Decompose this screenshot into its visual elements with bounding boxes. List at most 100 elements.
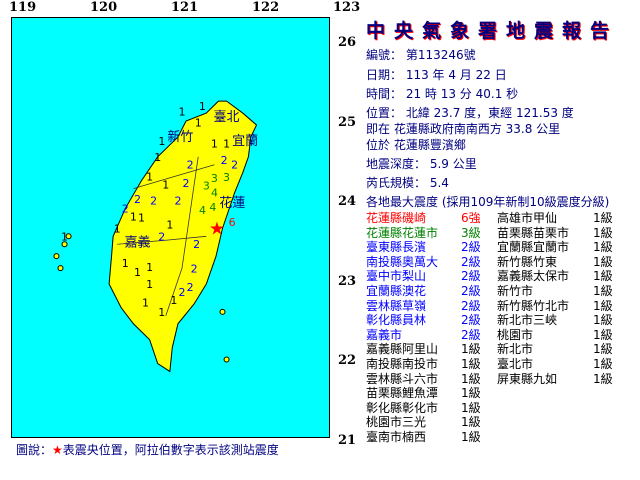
station-intensity: 2 (187, 159, 194, 172)
intensity-place: 彰化縣彰化市 (366, 400, 439, 415)
intensity-grade: 1級 (593, 357, 613, 371)
report-relative-location: 即在 花蓮縣政府南南西方 33.8 公里 (366, 122, 561, 136)
intensity-grade: 2級 (461, 240, 481, 255)
intensity-place: 苗栗縣鯉魚潭 (366, 386, 439, 401)
lat-tick: 26 (338, 35, 357, 50)
intensity-place: 臺北市 (497, 357, 534, 371)
station-intensity: 2 (174, 195, 181, 208)
report-region: 位於 花蓮縣豐濱鄉 (366, 138, 466, 152)
intensity-place: 宜蘭縣澳花 (366, 284, 427, 298)
intensity-place: 嘉義縣太保市 (497, 269, 570, 284)
report-depth: 地震深度： 5.9 公里 (366, 157, 477, 171)
intensity-place: 桃園市 (497, 327, 534, 342)
report-date: 日期： 113 年 4 月 22 日 (366, 68, 507, 82)
lon-tick: 121 (171, 0, 199, 15)
report-magnitude: 芮氏規模： 5.4 (366, 176, 449, 190)
city-label: 新竹 (167, 129, 193, 145)
intensity-grade: 1級 (461, 386, 481, 401)
station-intensity: 2 (134, 193, 141, 206)
lon-tick: 119 (9, 0, 37, 15)
intensity-grade: 1級 (461, 342, 481, 357)
island (53, 253, 60, 260)
page-title: 中央氣象署地震報告 (366, 20, 619, 42)
county-border (117, 235, 207, 245)
station-intensity: 1 (122, 257, 129, 270)
station-intensity: 2 (187, 281, 194, 294)
intensity-place: 雲林縣斗六市 (366, 371, 439, 386)
lat-tick: 24 (338, 194, 357, 209)
intensity-grade: 1級 (593, 313, 613, 328)
station-intensity: 4 (211, 187, 218, 200)
intensity-place: 花蓮縣磯崎 (366, 211, 427, 225)
intensity-place: 臺南市楠西 (366, 430, 427, 444)
intensity-grade: 2級 (461, 254, 481, 269)
station-intensity: 1 (195, 117, 202, 130)
intensity-place: 新竹市 (497, 284, 534, 298)
station-intensity: 3 (211, 172, 218, 185)
intensity-grade: 1級 (593, 225, 613, 240)
station-intensity: 1 (146, 278, 153, 291)
station-intensity: 2 (158, 230, 165, 243)
intensity-grade: 1級 (593, 284, 613, 298)
intensity-place: 嘉義市 (366, 327, 403, 342)
station-intensity: 1 (130, 210, 137, 223)
legend-prefix: 圖說： (16, 443, 53, 457)
station-intensity: 1 (211, 137, 218, 150)
intensity-place: 新北市三峽 (497, 313, 558, 328)
intensity-grade: 1級 (461, 400, 481, 415)
intensity-grade: 1級 (593, 269, 613, 284)
legend: 圖說：★表震央位置，阿拉伯數字表示該測站震度 (16, 443, 279, 457)
intensity-grade: 2級 (461, 313, 481, 328)
station-intensity: 1 (162, 179, 169, 192)
station-intensity: 2 (193, 238, 200, 251)
intensity-place: 花蓮縣花蓮市 (366, 225, 439, 240)
city-label: 臺北 (214, 110, 240, 125)
intensity-place: 桃園市三光 (366, 415, 427, 430)
intensity-place: 苗栗縣苗栗市 (497, 225, 570, 240)
station-intensity: 3 (203, 180, 210, 193)
intensity-place: 南投縣奧萬大 (366, 254, 439, 269)
report-number: 編號： 第113246號 (366, 48, 476, 62)
station-intensity: 1 (142, 296, 149, 309)
lat-tick: 23 (338, 273, 357, 289)
station-intensity: 1 (146, 171, 153, 184)
city-label: 宜蘭 (232, 133, 258, 149)
station-intensity: 1 (179, 106, 186, 119)
lat-tick: 25 (338, 114, 357, 130)
island (61, 241, 68, 248)
station-intensity: 1 (114, 222, 121, 235)
intensity-place: 宜蘭縣宜蘭市 (497, 240, 570, 255)
station-intensity: 1 (166, 218, 173, 231)
station-intensity: 2 (150, 195, 157, 208)
city-label: 嘉義 (124, 235, 150, 251)
epicenter-star-icon: ★ (52, 443, 63, 457)
lon-tick: 120 (90, 0, 118, 15)
station-intensity: 1 (170, 294, 177, 307)
station-intensity: 4 (209, 201, 216, 214)
intensity-place: 新竹縣竹東 (497, 254, 558, 269)
intensity-grade: 1級 (461, 371, 481, 386)
station-intensity: 1 (158, 306, 165, 319)
intensity-grade: 1級 (593, 240, 613, 255)
intensity-place: 屏東縣九如 (497, 371, 558, 386)
intensity-place: 臺東縣長濱 (366, 240, 427, 255)
intensity-header: 各地最大震度 (採用109年新制10級震度分級) (366, 195, 610, 209)
intensity-grade: 2級 (461, 269, 481, 284)
intensity-place: 雲林縣草嶺 (366, 298, 427, 313)
epicenter-map: ★ 臺北 新竹 宜蘭 花蓮 嘉義 6 4 4 4 3 3 3 2 2 2 2 2 2 2 2 2 2 2 1 1 1 1 1 1 1 1 1 1 1… (11, 17, 330, 438)
county-border (133, 164, 215, 189)
intensity-place: 新竹縣竹北市 (497, 298, 570, 313)
intensity-grade: 1級 (593, 254, 613, 269)
intensity-grade: 1級 (593, 211, 613, 225)
intensity-grade: 2級 (461, 298, 481, 313)
island (57, 265, 64, 272)
intensity-place: 彰化縣員林 (366, 313, 427, 328)
station-intensity: 1 (134, 266, 141, 279)
epicenter-star-icon: ★ (209, 218, 225, 239)
lat-tick: 22 (338, 353, 357, 368)
island (65, 233, 72, 240)
station-intensity: 2 (191, 263, 198, 276)
intensity-place: 臺中市梨山 (366, 269, 427, 284)
intensity-place: 高雄市甲仙 (497, 211, 558, 225)
